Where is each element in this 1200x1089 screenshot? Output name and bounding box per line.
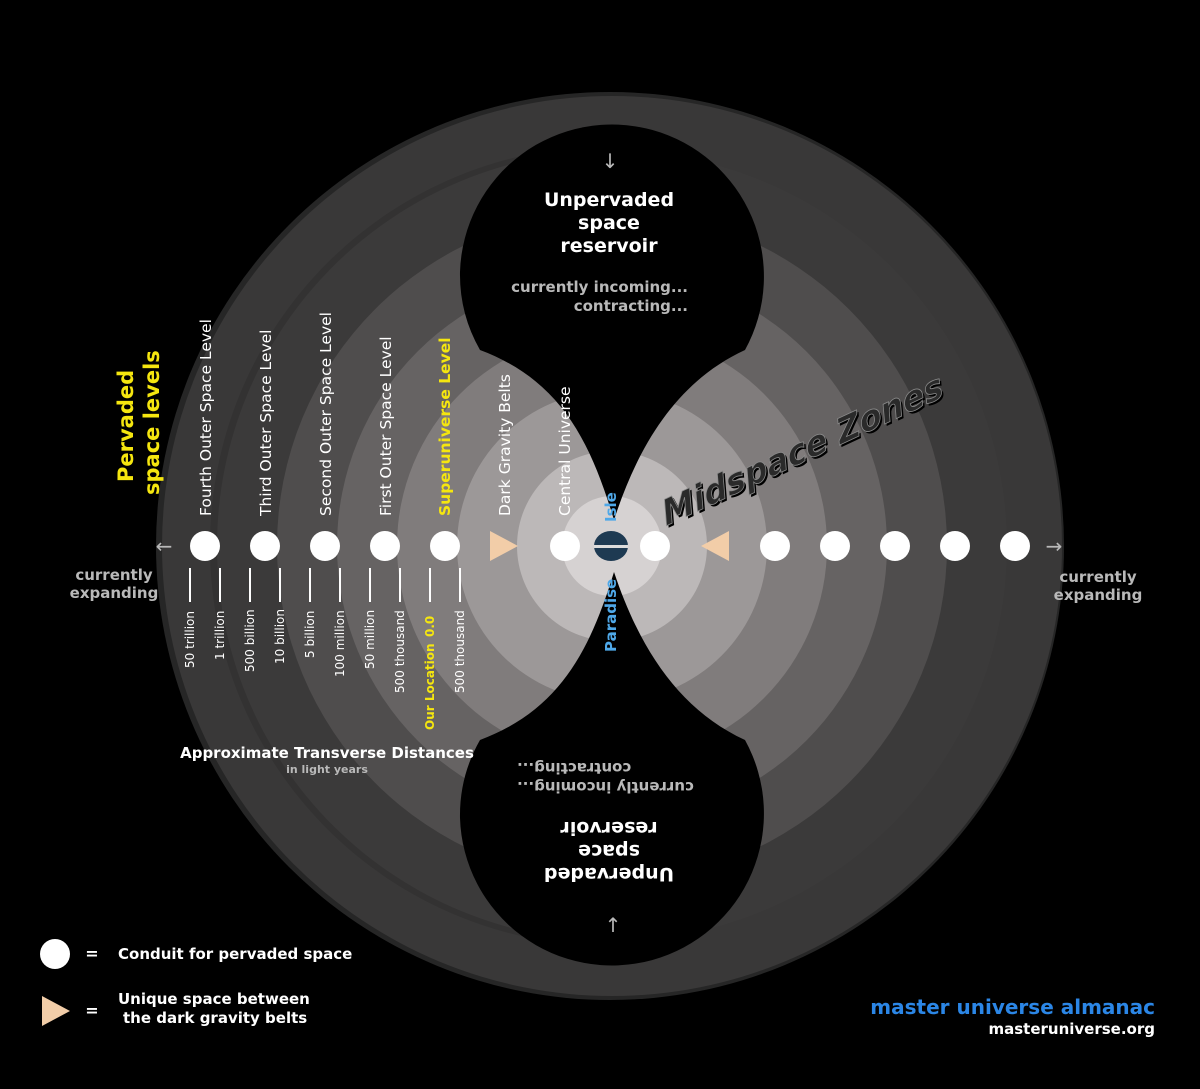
- legend-conduit-text: Conduit for pervaded space: [118, 945, 352, 963]
- top-reservoir-shape: [459, 124, 764, 520]
- pervaded-title-line1: Pervaded: [114, 370, 138, 482]
- expanding-left-line1: currently: [75, 566, 153, 584]
- expanding-right-line1: currently: [1059, 568, 1137, 586]
- l-band-8: [562, 496, 612, 596]
- conduit-circle: [760, 531, 790, 561]
- conduit-circle: [430, 531, 460, 561]
- bottom-reservoir-title-line3: reservoir: [560, 817, 658, 839]
- paradise-label: Paradise: [602, 579, 620, 652]
- top-reservoir-title-line1: Unpervaded: [544, 189, 674, 211]
- expanding-right: currently expanding: [1054, 568, 1143, 604]
- legend-unique-line2: the dark gravity belts: [123, 1009, 307, 1027]
- level-label-second-outer: Second Outer Space Level: [317, 312, 335, 516]
- conduit-circle: [1000, 531, 1030, 561]
- distance-label: 10 billion: [273, 609, 287, 664]
- conduit-circle: [820, 531, 850, 561]
- distance-label: 100 million: [333, 610, 347, 677]
- left-arrow-icon: ←: [156, 534, 173, 558]
- legend-conduit-icon: [40, 939, 70, 969]
- bottom-up-arrow: ↑: [605, 913, 622, 937]
- bottom-reservoir-texts: Unpervaded space reservoir currently inc…: [517, 759, 694, 885]
- bottom-reservoir-title-line2: space: [578, 840, 640, 862]
- expanding-left: currently expanding: [70, 566, 159, 602]
- conduit-circle: [940, 531, 970, 561]
- right-arrow-icon: →: [1046, 534, 1063, 558]
- top-reservoir-title-line3: reservoir: [560, 235, 658, 257]
- pervaded-title: Pervaded space levels: [114, 350, 164, 495]
- unique-space-triangle-left: [490, 531, 518, 561]
- level-labels: Fourth Outer Space Level Third Outer Spa…: [197, 312, 574, 517]
- conduit-circle: [250, 531, 280, 561]
- unique-space-triangle-right: [701, 531, 729, 561]
- legend-unique-eq: =: [85, 1001, 98, 1020]
- bottom-reservoir-title-line1: Unpervaded: [544, 863, 674, 885]
- unpervaded-reservoirs: [459, 124, 764, 966]
- bottom-reservoir-status-line1: currently incoming...: [517, 778, 694, 796]
- level-label-fourth-outer: Fourth Outer Space Level: [197, 319, 215, 516]
- distance-label: 500 thousand: [393, 610, 407, 693]
- our-location-value: 0.0: [423, 616, 437, 637]
- distance-label: 1 trillion: [213, 611, 227, 660]
- top-down-arrow: ↓: [602, 149, 619, 173]
- conduits: [190, 531, 1030, 561]
- distance-ticks: [189, 568, 461, 602]
- conduit-circle: [880, 531, 910, 561]
- top-reservoir-title: Unpervaded space reservoir: [544, 189, 674, 257]
- conduit-circle: [310, 531, 340, 561]
- our-location-label: Our Location: [423, 643, 437, 730]
- distance-labels: 50 trillion 1 trillion 500 billion 10 bi…: [183, 609, 467, 730]
- distance-label: 500 billion: [243, 609, 257, 672]
- legend: = Conduit for pervaded space = Unique sp…: [40, 939, 352, 1027]
- top-reservoir-status-line1: currently incoming...: [511, 278, 688, 296]
- brand-name: master universe almanac: [870, 995, 1155, 1019]
- conduit-circle: [190, 531, 220, 561]
- r-band-7: [612, 496, 662, 596]
- level-label-central-universe: Central Universe: [556, 386, 574, 516]
- expanding-left-line2: expanding: [70, 584, 159, 602]
- distance-label: 500 thousand: [453, 610, 467, 693]
- expanding-right-line2: expanding: [1054, 586, 1143, 604]
- top-reservoir-status: currently incoming... contracting...: [511, 278, 688, 315]
- distance-label: 5 billion: [303, 611, 317, 658]
- legend-triangle-icon: [42, 996, 70, 1026]
- isle-label: Isle: [602, 492, 620, 522]
- level-label-first-outer: First Outer Space Level: [377, 336, 395, 516]
- distances-caption-title: Approximate Transverse Distances: [180, 744, 474, 762]
- brand-url: masteruniverse.org: [988, 1020, 1155, 1038]
- distance-label: 50 million: [363, 610, 377, 669]
- level-label-dark-gravity: Dark Gravity Belts: [496, 374, 514, 516]
- pervaded-title-line2: space levels: [140, 350, 164, 495]
- top-reservoir-status-line2: contracting...: [574, 297, 688, 315]
- level-label-third-outer: Third Outer Space Level: [257, 330, 275, 517]
- level-label-superuniverse: Superuniverse Level: [436, 337, 454, 516]
- conduit-circle: [550, 531, 580, 561]
- distance-label: 50 trillion: [183, 611, 197, 668]
- distances-caption-subtitle: in light years: [286, 763, 368, 776]
- bottom-reservoir-status-line2: contracting...: [517, 759, 631, 777]
- paradise-axis-line: [594, 545, 628, 548]
- top-reservoir-title-line2: space: [578, 212, 640, 234]
- legend-unique-line1: Unique space between: [118, 990, 310, 1008]
- legend-conduit-eq: =: [85, 944, 98, 963]
- conduit-circle: [370, 531, 400, 561]
- bottom-reservoir-shape: [459, 572, 764, 966]
- conduit-circle: [640, 531, 670, 561]
